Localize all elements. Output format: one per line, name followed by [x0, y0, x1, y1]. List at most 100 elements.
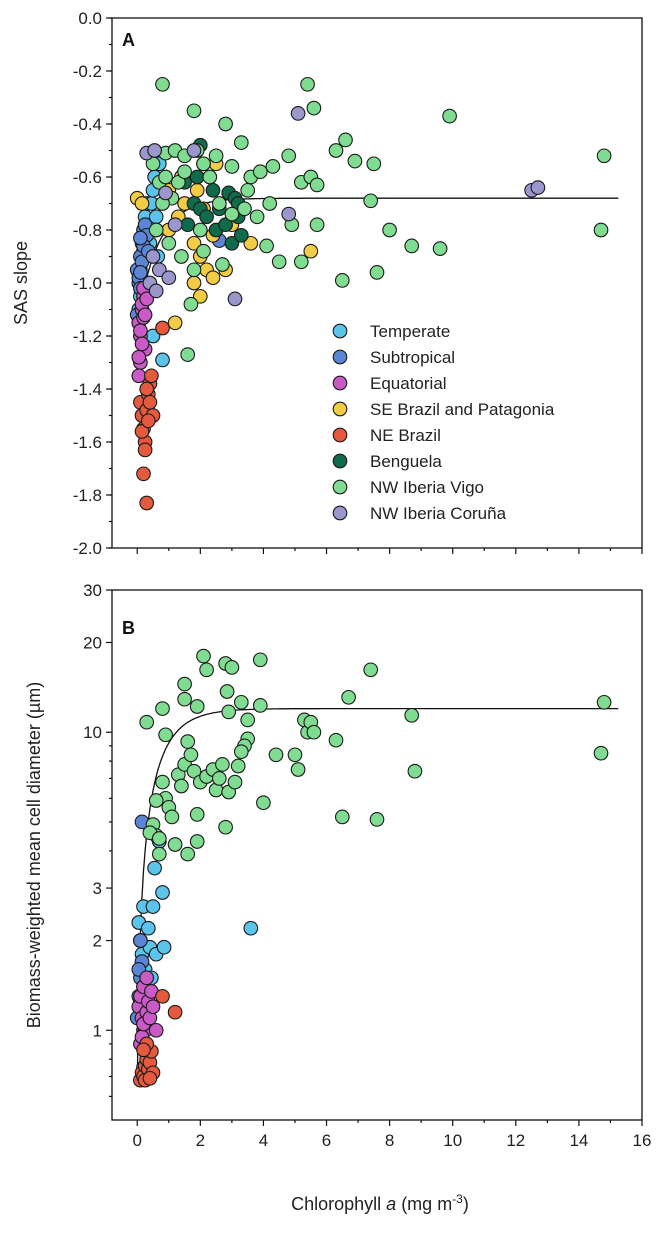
y-tick-label: -1.6	[73, 433, 102, 452]
point-nw-iberia-vigo	[271, 254, 287, 270]
point-ne-brazil	[167, 1004, 183, 1020]
point-nw-iberia-vigo	[240, 712, 256, 728]
point-nw-iberia-vigo	[230, 758, 246, 774]
point-nw-iberia-vigo	[215, 757, 230, 772]
x-tick-label: 4	[259, 1131, 268, 1150]
point-ne-brazil	[144, 368, 159, 384]
legend-label: NW Iberia Vigo	[370, 478, 484, 497]
point-temperate	[243, 920, 259, 936]
point-nw-iberia-vigo	[252, 698, 268, 713]
point-nw-iberia-vigo	[186, 262, 202, 278]
point-nw-iberia-coru-a	[148, 283, 164, 299]
point-nw-iberia-vigo	[328, 143, 344, 158]
point-nw-iberia-vigo	[233, 744, 249, 760]
y-tick-label: 1	[93, 1021, 102, 1040]
point-nw-iberia-vigo	[334, 273, 350, 288]
point-nw-iberia-vigo	[341, 689, 356, 705]
point-nw-iberia-coru-a	[290, 106, 306, 121]
point-nw-iberia-vigo	[366, 156, 382, 172]
point-ne-brazil	[139, 381, 155, 397]
point-nw-iberia-vigo	[309, 177, 325, 193]
legend-marker	[332, 323, 348, 339]
point-nw-iberia-vigo	[155, 701, 170, 716]
point-benguela	[205, 182, 221, 198]
x-tick-label: 8	[385, 1131, 394, 1150]
point-nw-iberia-vigo	[177, 676, 192, 692]
point-equatorial	[139, 291, 155, 307]
point-nw-iberia-vigo	[139, 714, 155, 730]
point-nw-iberia-vigo	[164, 809, 180, 825]
point-nw-iberia-coru-a	[167, 217, 183, 233]
panel-b-letter: B	[122, 618, 135, 638]
point-subtropical	[133, 230, 148, 246]
point-nw-iberia-vigo	[161, 235, 177, 251]
point-nw-iberia-vigo	[219, 684, 235, 699]
point-ne-brazil	[142, 1070, 158, 1086]
point-nw-iberia-vigo	[281, 148, 297, 164]
point-nw-iberia-vigo	[202, 169, 218, 185]
point-benguela	[218, 217, 233, 233]
point-nw-iberia-vigo	[224, 206, 240, 222]
y-tick-label: 0.0	[78, 9, 102, 28]
point-temperate	[145, 899, 161, 914]
panel-b-frame	[111, 589, 643, 1121]
point-nw-iberia-vigo	[596, 148, 612, 164]
point-nw-iberia-vigo	[196, 156, 211, 172]
point-nw-iberia-vigo	[155, 76, 170, 92]
point-ne-brazil	[155, 320, 170, 336]
panel-a-points	[129, 76, 612, 511]
y-tick-label: -0.4	[73, 115, 102, 134]
point-benguela	[224, 235, 240, 251]
point-nw-iberia-vigo	[306, 100, 322, 116]
y-tick-label: 30	[83, 581, 102, 600]
point-nw-iberia-vigo	[180, 734, 196, 749]
legend-marker	[332, 479, 348, 495]
point-nw-iberia-vigo	[155, 774, 170, 790]
y-tick-label: 2	[93, 932, 102, 951]
point-nw-iberia-vigo	[151, 846, 167, 862]
point-nw-iberia-vigo	[328, 732, 344, 748]
y-tick-label: -0.8	[73, 221, 102, 240]
point-nw-iberia-vigo	[233, 135, 249, 150]
point-nw-iberia-vigo	[189, 699, 205, 714]
panel-a-y-ticks: 0.0 -0.2 -0.4 -0.6 -0.8 -1.0 -1.2 -1.4 -1.6 -1.8 -…	[73, 9, 112, 558]
point-nw-iberia-coru-a	[158, 185, 173, 201]
point-nw-iberia-vigo	[256, 795, 271, 811]
y-tick-label: 3	[93, 879, 102, 898]
point-nw-iberia-vigo	[183, 747, 199, 763]
point-nw-iberia-vigo	[293, 254, 309, 270]
point-nw-iberia-vigo	[227, 774, 243, 790]
point-nw-iberia-vigo	[404, 238, 420, 254]
point-benguela	[233, 227, 249, 243]
x-axis-label: Chlorophyll a (mg m-3)	[291, 1192, 469, 1214]
point-nw-iberia-vigo	[593, 745, 609, 761]
point-se-brazil-and-patagonia	[167, 315, 183, 331]
point-equatorial	[133, 323, 148, 339]
panel-b-x-ticks: 0 2 4 6 8 10 12 14 16	[133, 1120, 651, 1150]
point-nw-iberia-vigo	[369, 265, 385, 280]
point-temperate	[156, 939, 172, 955]
point-temperate	[155, 352, 170, 368]
point-nw-iberia-vigo	[151, 831, 167, 846]
legend-label: Subtropical	[370, 348, 455, 367]
legend-label: SE Brazil and Patagonia	[370, 400, 555, 419]
y-tick-label: -2.0	[73, 539, 102, 558]
legend-label: NW Iberia Coruña	[370, 504, 507, 523]
point-nw-iberia-vigo	[363, 662, 379, 678]
x-tick-label: 10	[443, 1131, 462, 1150]
point-equatorial	[134, 336, 150, 352]
point-nw-iberia-vigo	[177, 164, 192, 180]
point-nw-iberia-vigo	[442, 108, 457, 124]
panel-b-y-ticks: 1 2 3 10 20 30	[83, 581, 112, 1097]
point-nw-iberia-vigo	[177, 691, 192, 707]
point-nw-iberia-vigo	[237, 201, 252, 217]
point-nw-iberia-vigo	[183, 296, 199, 312]
point-se-brazil-and-patagonia	[186, 235, 202, 251]
point-benguela	[189, 169, 205, 185]
point-nw-iberia-vigo	[240, 182, 256, 198]
point-nw-iberia-coru-a	[530, 180, 546, 195]
point-equatorial	[131, 349, 147, 365]
point-nw-iberia-vigo	[189, 807, 205, 822]
point-nw-iberia-vigo	[199, 662, 214, 678]
